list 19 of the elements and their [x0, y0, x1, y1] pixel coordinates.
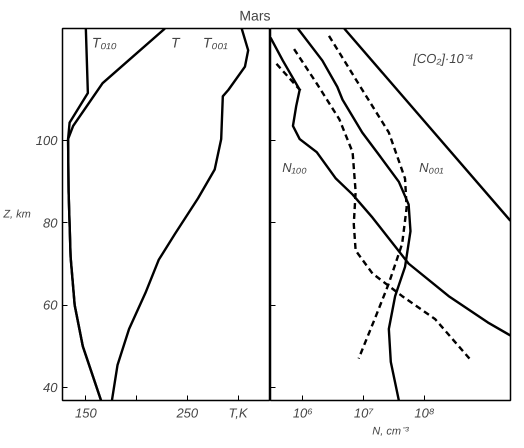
y-tick-label: 40 [43, 380, 58, 395]
series-label: T₀₁₀ [92, 34, 117, 50]
y-tick-label: 80 [43, 215, 58, 230]
x-tick-label: 250 [175, 406, 199, 420]
x-tick-label: 10⁶ [292, 406, 314, 420]
series-label: T₀₀₁ [202, 34, 228, 50]
x-tick-label: 150 [74, 406, 98, 420]
y-tick-label: 60 [43, 298, 58, 313]
annotation: N₁₀₀ [282, 160, 308, 175]
series-label: T [170, 34, 181, 50]
x-tick-label: T,K [228, 406, 249, 420]
annotation: [CO₂]·10⁻⁴ [412, 50, 474, 66]
x-tick-label: 10⁸ [414, 406, 435, 420]
annotation: N₀₀₁ [419, 160, 444, 175]
x-tick-label: 10⁷ [354, 406, 374, 420]
chart-title: Mars [239, 8, 271, 24]
x-axis-title: N, cm⁻³ [372, 426, 410, 438]
y-tick-label: 100 [36, 133, 58, 148]
y-axis-title: Z, km [2, 208, 31, 220]
